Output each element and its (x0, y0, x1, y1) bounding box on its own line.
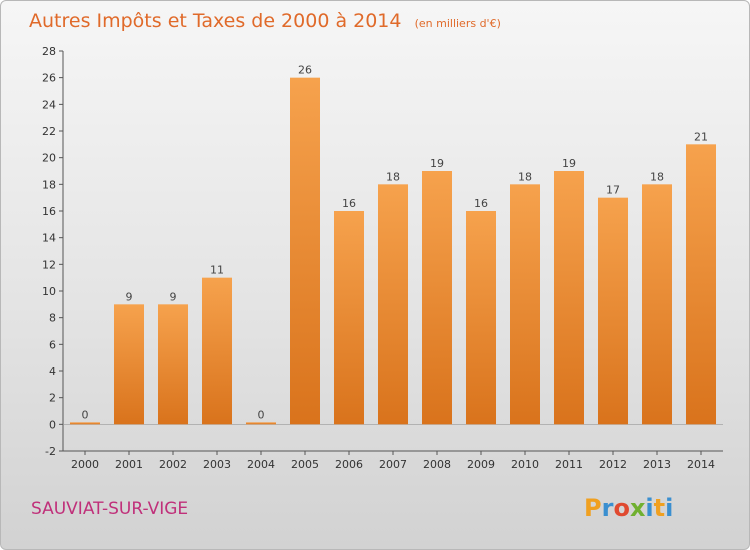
bar-value-label: 16 (342, 197, 356, 210)
bar (378, 184, 408, 425)
logo-letter: x (630, 494, 646, 522)
y-tick-label: 2 (49, 392, 56, 405)
bar-value-label: 18 (650, 170, 664, 183)
proxiti-logo: Proxiti (584, 494, 673, 522)
x-tick-label: 2007 (379, 458, 407, 471)
bar-value-label: 17 (606, 184, 620, 197)
chart-title: Autres Impôts et Taxes de 2000 à 2014 (e… (29, 10, 501, 32)
place-name: SAUVIAT-SUR-VIGE (31, 499, 188, 519)
x-tick-label: 2008 (423, 458, 451, 471)
logo-letter: o (613, 494, 630, 522)
y-tick-label: 6 (49, 338, 56, 351)
y-tick-label: -2 (45, 445, 56, 458)
x-tick-label: 2004 (247, 458, 275, 471)
bar-value-label: 16 (474, 197, 488, 210)
bar (202, 277, 232, 425)
logo-letter: t (654, 494, 665, 522)
bar (466, 211, 496, 425)
logo-letter: r (602, 494, 614, 522)
x-tick-label: 2011 (555, 458, 583, 471)
chart-bar-labels: 0 9 9 11 0 26 16 18 19 16 18 19 17 18 21 (82, 64, 709, 422)
y-tick-label: 16 (42, 205, 56, 218)
bar (334, 211, 364, 425)
bar-value-label: 9 (126, 290, 133, 303)
bar-value-label: 21 (694, 130, 708, 143)
bar-value-label: 26 (298, 64, 312, 77)
y-tick-label: 4 (49, 365, 56, 378)
y-tick-label: 18 (42, 178, 56, 191)
y-tick-label: 20 (42, 152, 56, 165)
y-tick-label: 14 (42, 232, 56, 245)
bar (598, 197, 628, 425)
y-tick-label: 12 (42, 258, 56, 271)
x-tick-label: 2009 (467, 458, 495, 471)
x-tick-label: 2002 (159, 458, 187, 471)
y-tick-label: 10 (42, 285, 56, 298)
bar-value-label: 18 (386, 170, 400, 183)
x-tick-label: 2010 (511, 458, 539, 471)
bar-value-label: 0 (82, 408, 89, 421)
bar (510, 184, 540, 425)
bar (422, 171, 452, 425)
bar (554, 171, 584, 425)
logo-letter: P (584, 494, 602, 522)
bar-value-label: 0 (258, 408, 265, 421)
chart-title-text: Autres Impôts et Taxes de 2000 à 2014 (29, 10, 402, 32)
bar (114, 304, 144, 425)
y-tick-label: 26 (42, 72, 56, 85)
bar-value-label: 18 (518, 170, 532, 183)
logo-letter: i (665, 494, 673, 522)
y-tick-label: 8 (49, 312, 56, 325)
bar (290, 77, 320, 425)
logo-letter: i (645, 494, 653, 522)
bar (686, 144, 716, 425)
bar (70, 422, 100, 425)
x-tick-label: 2001 (115, 458, 143, 471)
x-tick-label: 2006 (335, 458, 363, 471)
y-tick-label: 22 (42, 125, 56, 138)
x-tick-label: 2003 (203, 458, 231, 471)
y-tick-label: 24 (42, 98, 56, 111)
bar-value-label: 11 (210, 264, 224, 277)
chart-bars (70, 77, 716, 425)
y-tick-label: 0 (49, 418, 56, 431)
bar-value-label: 19 (430, 157, 444, 170)
bar-value-label: 19 (562, 157, 576, 170)
bar (642, 184, 672, 425)
y-tick-label: 28 (42, 45, 56, 58)
bar (246, 422, 276, 425)
bar (158, 304, 188, 425)
x-tick-label: 2012 (599, 458, 627, 471)
x-tick-label: 2005 (291, 458, 319, 471)
x-tick-label: 2013 (643, 458, 671, 471)
bar-value-label: 9 (170, 290, 177, 303)
x-tick-label: 2014 (687, 458, 715, 471)
chart-unit: (en milliers d'€) (415, 17, 501, 30)
x-tick-label: 2000 (71, 458, 99, 471)
